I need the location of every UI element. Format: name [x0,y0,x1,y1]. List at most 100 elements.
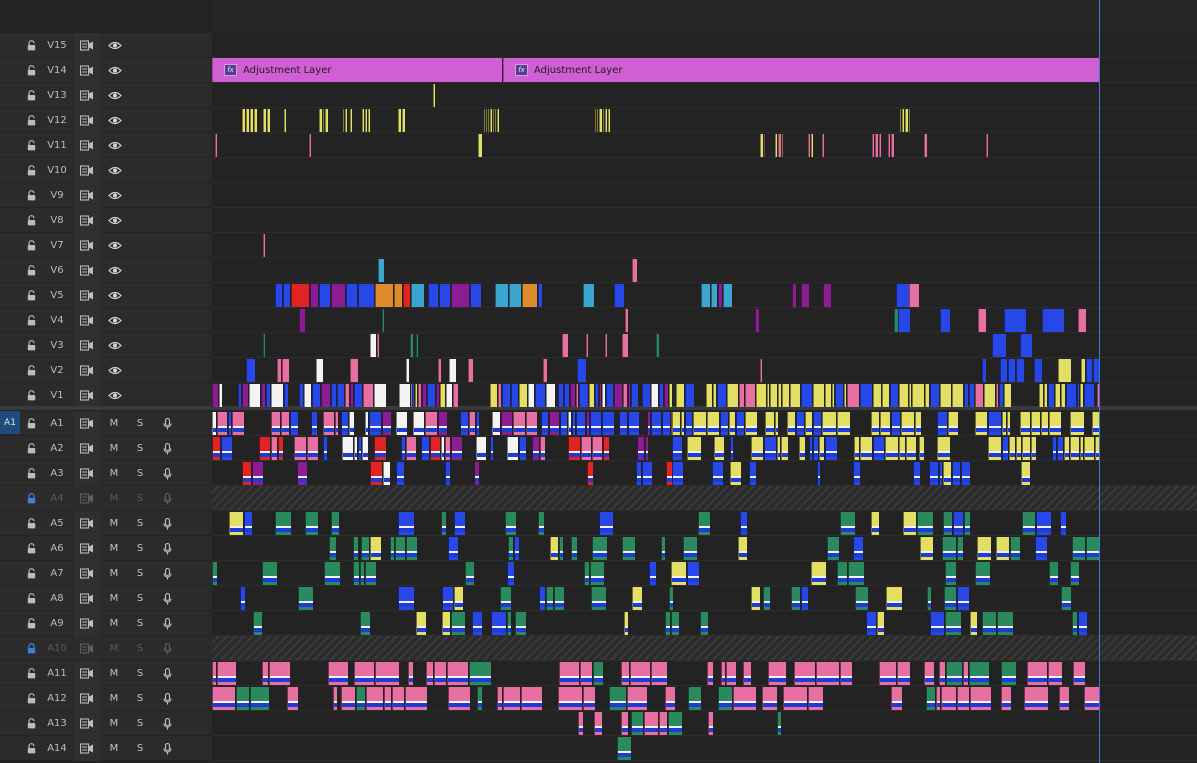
microphone-icon[interactable] [154,636,180,661]
audio-clip[interactable] [307,437,318,460]
solo-button[interactable]: S [136,668,144,679]
video-clip[interactable] [416,334,418,357]
video-clip[interactable] [606,384,613,407]
solo-button[interactable]: S [136,518,144,529]
audio-clip[interactable] [891,687,902,710]
audio-clip[interactable] [866,612,876,635]
video-clip[interactable] [872,134,874,157]
lock-icon[interactable] [20,258,42,283]
audio-clip[interactable] [1001,662,1016,685]
track-lane-v7[interactable] [212,233,1197,258]
video-clip[interactable] [509,284,521,307]
audio-clip[interactable] [712,462,723,485]
video-clip[interactable] [498,384,501,407]
sync-lock-icon[interactable] [74,736,100,761]
video-clip[interactable] [304,384,311,407]
sync-lock-icon[interactable] [74,561,100,586]
video-clip[interactable] [433,84,435,107]
audio-clip[interactable] [538,512,544,535]
microphone-icon[interactable] [154,611,180,636]
lock-icon[interactable] [20,308,42,333]
solo-button[interactable]: S [136,718,144,729]
audio-clip[interactable] [687,562,699,585]
audio-clip[interactable] [944,587,956,610]
video-clip[interactable] [969,384,974,407]
audio-clip[interactable] [297,462,307,485]
audio-clip[interactable] [560,412,567,435]
audio-clip[interactable] [632,587,642,610]
audio-clip[interactable] [988,412,1001,435]
track-header-a7[interactable]: A7 M S [0,561,212,586]
audio-clip[interactable] [969,662,989,685]
audio-clip[interactable] [936,687,940,710]
audio-clip[interactable] [599,512,613,535]
video-clip[interactable] [614,384,622,407]
audio-clip[interactable] [454,587,463,610]
audio-clip[interactable] [943,462,951,485]
track-lane-a13[interactable] [212,711,1197,736]
microphone-icon[interactable] [154,436,180,461]
track-header-a11[interactable]: A11 M S [0,661,212,686]
audio-clip[interactable] [1036,512,1051,535]
audio-clip[interactable] [329,537,336,560]
video-clip[interactable] [261,384,265,407]
sync-lock-icon[interactable] [74,611,100,636]
audio-clip[interactable] [408,662,413,685]
audio-clip[interactable] [413,412,424,435]
audio-clip[interactable] [421,437,429,460]
audio-clip[interactable] [765,412,774,435]
audio-clip[interactable] [768,662,786,685]
audio-clip[interactable] [669,587,673,610]
eye-icon[interactable] [102,308,128,333]
audio-clip[interactable] [707,412,719,435]
video-clip[interactable] [685,384,694,407]
audio-clip[interactable] [592,537,607,560]
audio-clip[interactable] [945,562,956,585]
audio-clip[interactable] [920,537,933,560]
video-clip[interactable] [299,384,303,407]
video-clip[interactable] [254,109,257,132]
solo-button[interactable]: S [136,618,144,629]
audio-clip[interactable] [448,687,470,710]
video-clip[interactable] [595,384,598,407]
audio-clip[interactable] [406,437,416,460]
audio-clip[interactable] [926,687,935,710]
audio-clip[interactable] [743,662,751,685]
audio-clip[interactable] [1064,437,1069,460]
video-clip[interactable] [511,384,518,407]
track-header-v15[interactable]: V15 [0,33,212,58]
audio-clip[interactable] [271,437,277,460]
video-clip[interactable] [760,359,762,382]
audio-clip[interactable] [465,562,474,585]
audio-clip[interactable] [1080,437,1083,460]
video-clip[interactable] [451,284,469,307]
track-header-v5[interactable]: V5 [0,283,212,308]
video-clip[interactable] [1004,309,1026,332]
audio-clip[interactable] [1007,412,1010,435]
video-clip[interactable] [321,384,330,407]
video-clip[interactable] [365,109,367,132]
audio-clip[interactable] [341,687,355,710]
audio-clip[interactable] [532,437,539,460]
video-clip[interactable] [891,134,894,157]
video-clip[interactable] [428,284,438,307]
audio-clip[interactable] [917,512,933,535]
audio-clip[interactable] [948,412,958,435]
audio-clip[interactable] [661,537,665,560]
audio-clip[interactable] [445,437,450,460]
video-clip[interactable] [975,384,983,407]
audio-clip[interactable] [1035,537,1047,560]
audio-clip[interactable] [507,612,511,635]
video-clip[interactable] [727,384,738,407]
video-clip[interactable] [277,359,281,382]
solo-button[interactable]: S [136,543,144,554]
audio-clip[interactable] [311,412,317,435]
audio-clip[interactable] [390,537,394,560]
solo-button[interactable]: S [136,493,144,504]
audio-clip[interactable] [497,687,502,710]
audio-clip[interactable] [957,687,969,710]
audio-clip[interactable] [1049,412,1061,435]
audio-clip[interactable] [811,562,826,585]
video-clip[interactable] [219,384,222,407]
audio-clip[interactable] [212,437,220,460]
